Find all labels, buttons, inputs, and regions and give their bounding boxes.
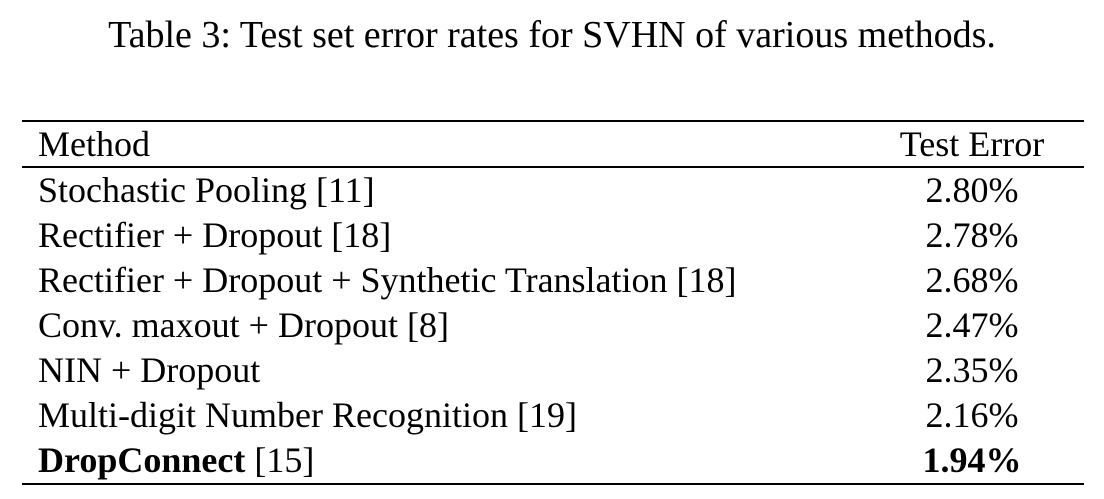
method-citation: [19] <box>516 395 577 435</box>
method-name: Stochastic Pooling <box>38 170 307 210</box>
method-cell: Multi-digit Number Recognition [19] <box>22 393 872 438</box>
method-name: Conv. maxout + Dropout <box>38 305 398 345</box>
method-name: Rectifier + Dropout <box>38 215 323 255</box>
method-cell: NIN + Dropout <box>22 348 872 393</box>
table-row: Stochastic Pooling [11] 2.80% <box>22 167 1084 213</box>
results-table: Method Test Error Stochastic Pooling [11… <box>22 120 1084 485</box>
method-citation: [11] <box>316 170 375 210</box>
method-name: Multi-digit Number Recognition <box>38 395 508 435</box>
table-body: Stochastic Pooling [11] 2.80% Rectifier + … <box>22 167 1084 484</box>
table-row: Rectifier + Dropout + Synthetic Translat… <box>22 258 1084 303</box>
test-error-cell: 1.94% <box>922 440 1022 480</box>
method-citation: [8] <box>406 305 449 345</box>
table-row: NIN + Dropout 2.35% <box>22 348 1084 393</box>
test-error-cell: 2.47% <box>925 305 1019 345</box>
method-name: Rectifier + Dropout + Synthetic Translat… <box>38 260 668 300</box>
method-name: DropConnect <box>38 440 246 480</box>
method-cell: DropConnect [15] <box>22 438 872 484</box>
method-cell: Conv. maxout + Dropout [8] <box>22 303 872 348</box>
test-error-cell: 2.16% <box>925 395 1019 435</box>
header-row: Method Test Error <box>22 121 1084 167</box>
test-error-cell: 2.80% <box>925 170 1019 210</box>
method-cell: Rectifier + Dropout [18] <box>22 213 872 258</box>
table-row: Rectifier + Dropout [18] 2.78% <box>22 213 1084 258</box>
results-table-container: Method Test Error Stochastic Pooling [11… <box>22 120 1084 485</box>
method-citation: [18] <box>331 215 392 255</box>
table-header: Method Test Error <box>22 121 1084 167</box>
method-citation: [15] <box>254 440 315 480</box>
table-row: Conv. maxout + Dropout [8] 2.47% <box>22 303 1084 348</box>
header-test-error: Test Error <box>899 124 1045 164</box>
table-row: DropConnect [15] 1.94% <box>22 438 1084 484</box>
test-error-cell: 2.78% <box>925 215 1019 255</box>
header-method: Method <box>38 124 150 164</box>
method-name: NIN + Dropout <box>38 350 261 390</box>
method-citation: [18] <box>676 260 737 300</box>
test-error-cell: 2.35% <box>925 350 1019 390</box>
method-cell: Rectifier + Dropout + Synthetic Translat… <box>22 258 872 303</box>
test-error-cell: 2.68% <box>925 260 1019 300</box>
table-row: Multi-digit Number Recognition [19] 2.16% <box>22 393 1084 438</box>
method-cell: Stochastic Pooling [11] <box>22 167 872 213</box>
table-caption: Table 3: Test set error rates for SVHN o… <box>108 14 996 56</box>
